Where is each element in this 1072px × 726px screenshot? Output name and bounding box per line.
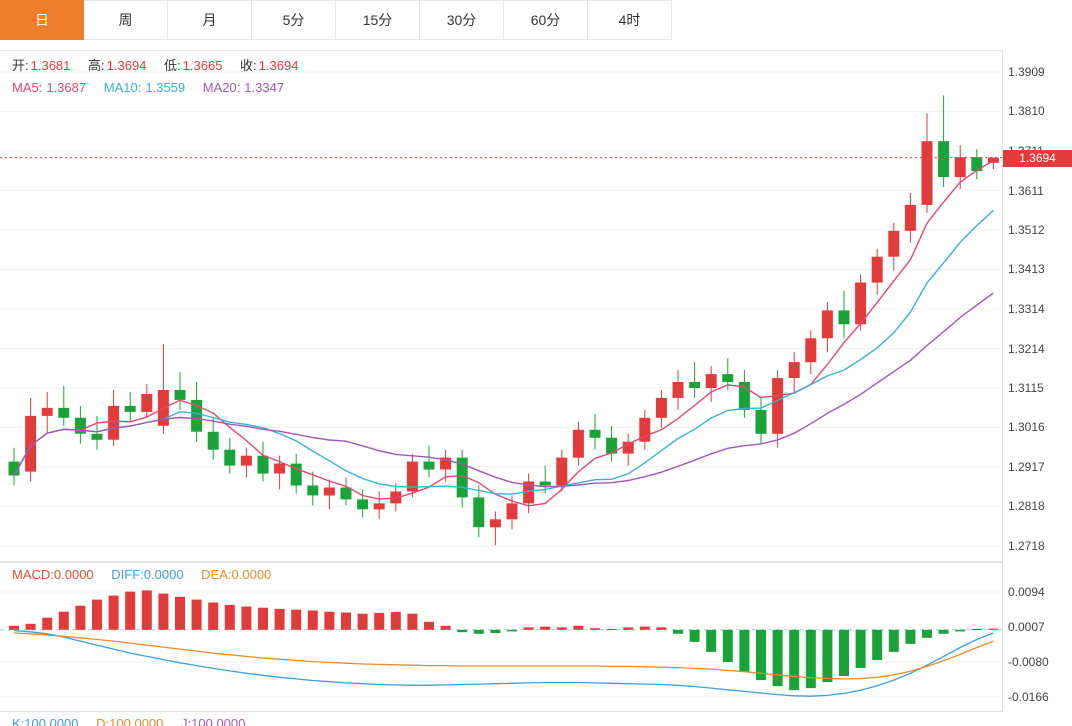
- diff-value: 0.0000: [143, 567, 184, 582]
- price-tick: 1.3909: [1008, 65, 1045, 79]
- kdj-d-label: D:: [96, 716, 110, 726]
- macd-tick: 0.0007: [1008, 620, 1045, 634]
- open-value: 1.3681: [30, 58, 71, 73]
- macd-tick: 0.0094: [1008, 585, 1045, 599]
- tab-week[interactable]: 周: [84, 0, 168, 40]
- price-tick: 1.3214: [1008, 341, 1045, 356]
- tab-month[interactable]: 月: [168, 0, 252, 40]
- tab-4hour[interactable]: 4时: [588, 0, 672, 40]
- macd-tick: -0.0080: [1008, 655, 1049, 669]
- timeframe-tabbar: 日周月 5分 15分 30分 60分 4时: [0, 0, 1072, 41]
- price-tick: 1.3413: [1008, 262, 1045, 277]
- price-tick: 1.2917: [1008, 459, 1045, 474]
- dea-label: DEA:: [201, 567, 232, 582]
- macd-label: MACD:: [12, 567, 54, 582]
- high-value: 1.3694: [106, 58, 147, 73]
- ma20-value: 1.3347: [244, 80, 285, 95]
- price-axis: 1.3694 1.39091.38101.37111.36111.35121.3…: [1003, 0, 1072, 726]
- close-label: 收:: [240, 58, 257, 73]
- macd-readout: MACD:0.0000 DIFF:0.0000 DEA:0.0000: [12, 567, 285, 582]
- kdj-readout-clipped: K:100.0000 D:100.0000 J:100.0000: [12, 716, 259, 726]
- tab-5min[interactable]: 5分: [252, 0, 336, 40]
- price-tick: 1.3115: [1008, 381, 1044, 395]
- price-tick: 1.3810: [1008, 104, 1045, 119]
- ma10-value: 1.3559: [145, 80, 186, 95]
- tab-15min[interactable]: 15分: [336, 0, 420, 40]
- candlestick-chart[interactable]: [0, 40, 1003, 562]
- macd-tick: -0.0166: [1008, 689, 1049, 704]
- ma10-label: MA10:: [103, 80, 142, 95]
- macd-value: 0.0000: [53, 567, 94, 582]
- macd-chart[interactable]: [0, 562, 1003, 712]
- tab-60min[interactable]: 60分: [504, 0, 588, 40]
- kdj-j-label: J:: [181, 716, 192, 726]
- low-label: 低:: [164, 58, 181, 73]
- open-label: 开:: [12, 58, 29, 73]
- kdj-j-value: 100.0000: [191, 716, 246, 726]
- price-tick: 1.3016: [1008, 420, 1045, 435]
- price-tick: 1.3314: [1008, 301, 1045, 316]
- low-value: 1.3665: [182, 58, 223, 73]
- close-value: 1.3694: [258, 58, 299, 73]
- ma5-value: 1.3687: [46, 80, 87, 95]
- kdj-d-value: 100.0000: [109, 716, 164, 726]
- ma5-label: MA5:: [12, 80, 43, 95]
- kdj-k-label: K:: [12, 716, 25, 726]
- diff-label: DIFF:: [111, 567, 144, 582]
- price-tick: 1.3611: [1008, 183, 1044, 198]
- tab-day[interactable]: 日: [0, 0, 84, 40]
- ma20-label: MA20:: [202, 80, 241, 95]
- current-price-badge: 1.3694: [1003, 150, 1072, 167]
- price-tick: 1.2718: [1008, 539, 1045, 553]
- kdj-k-value: 100.0000: [24, 716, 79, 726]
- tab-30min[interactable]: 30分: [420, 0, 504, 40]
- ohlc-readout: 开: 1.3681 高: 1.3694 低: 1.3665 收: 1.3694: [12, 55, 312, 74]
- price-tick: 1.3512: [1008, 223, 1045, 237]
- dea-value: 0.0000: [231, 567, 272, 582]
- ma-readout: MA5: 1.3687 MA10: 1.3559 MA20: 1.3347: [12, 80, 298, 95]
- price-tick: 1.2818: [1008, 499, 1045, 514]
- high-label: 高:: [88, 58, 105, 73]
